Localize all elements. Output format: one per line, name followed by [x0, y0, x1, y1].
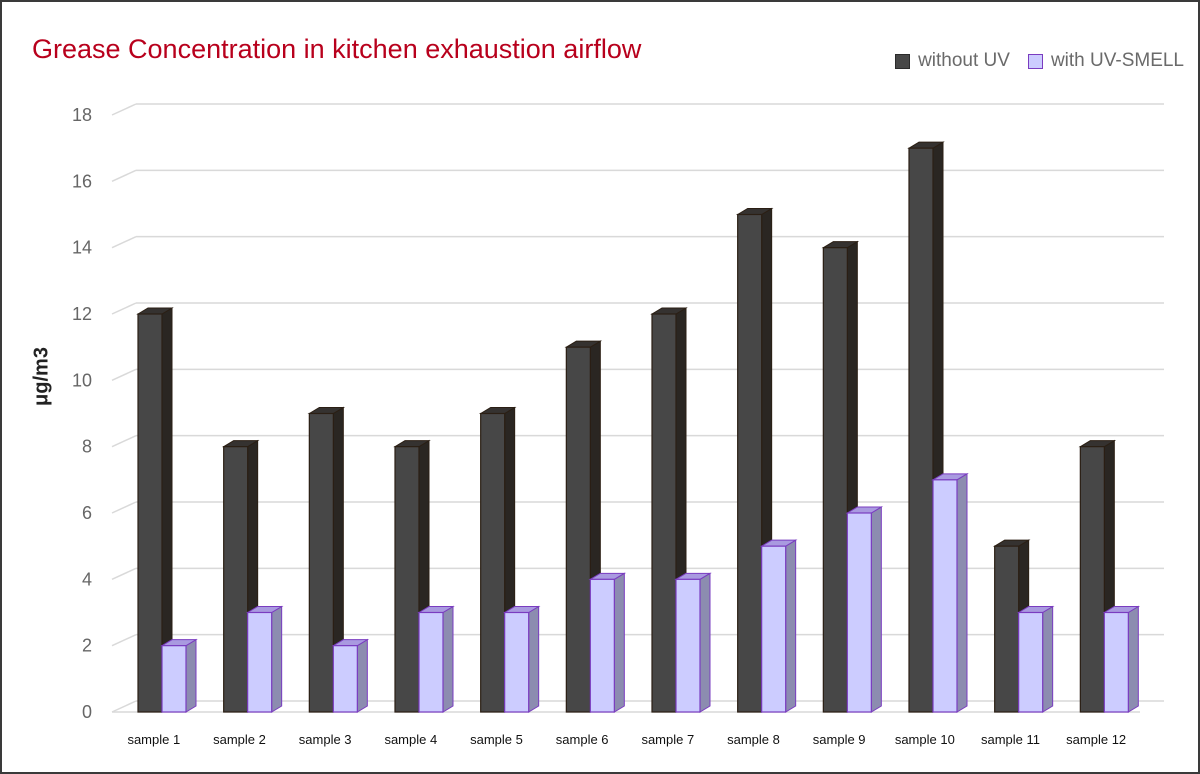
x-tick-label: sample 3 — [299, 732, 352, 747]
bar-with-uv-smell — [1103, 611, 1129, 713]
bar-with-uv-smell — [247, 611, 273, 713]
gridline-depth — [111, 633, 137, 647]
bar-with-uv-smell — [589, 578, 615, 713]
bar-without-uv — [1079, 446, 1105, 713]
y-tick-label: 4 — [82, 569, 92, 589]
bar-side-with-uv-smell — [1042, 605, 1054, 713]
gridline-depth — [111, 434, 137, 448]
bar-side-with-uv-smell — [613, 572, 625, 713]
y-tick-label: 18 — [72, 105, 92, 125]
legend-swatch-without-uv — [895, 53, 911, 69]
x-tick-label: sample 2 — [213, 732, 266, 747]
bar-without-uv — [223, 446, 249, 713]
legend-item-without-uv: without UV — [895, 50, 1010, 72]
bar-without-uv — [908, 147, 934, 713]
bar-side-with-uv-smell — [956, 472, 968, 713]
gridline-depth — [111, 700, 137, 713]
gridline-depth — [111, 567, 137, 581]
bar-with-uv-smell — [161, 645, 187, 713]
x-tick-label: sample 9 — [813, 732, 866, 747]
bar-without-uv — [137, 313, 163, 713]
bar-without-uv — [737, 213, 763, 713]
bar-without-uv — [994, 545, 1020, 713]
y-tick-label: 6 — [82, 503, 92, 523]
bar-without-uv — [565, 346, 591, 713]
x-tick-label: sample 12 — [1066, 732, 1126, 747]
bar-with-uv-smell — [504, 611, 530, 713]
legend-label-without-uv: without UV — [918, 50, 1010, 71]
legend-item-with-uv-smell: with UV-SMELL — [1027, 50, 1184, 72]
y-tick-label: 12 — [72, 304, 92, 324]
legend-label-with-uv-smell: with UV-SMELL — [1050, 50, 1184, 71]
y-tick-label: 16 — [72, 171, 92, 191]
x-tick-label: sample 10 — [895, 732, 955, 747]
bar-without-uv — [651, 313, 677, 713]
bar-side-with-uv-smell — [356, 638, 368, 713]
bar-side-with-uv-smell — [185, 638, 197, 713]
gridline-depth — [111, 103, 137, 116]
x-tick-label: sample 5 — [470, 732, 523, 747]
bar-side-with-uv-smell — [870, 506, 882, 713]
x-tick-label: sample 7 — [641, 732, 694, 747]
gridline-depth — [111, 501, 137, 514]
bar-side-with-uv-smell — [699, 572, 711, 713]
bar-with-uv-smell — [332, 645, 358, 713]
bar-without-uv — [822, 247, 848, 713]
y-tick-label: 2 — [82, 636, 92, 656]
gridline-depth — [111, 368, 137, 382]
y-tick-label: 0 — [82, 702, 92, 722]
bar-with-uv-smell — [1018, 611, 1044, 713]
gridline-depth — [111, 302, 137, 315]
bar-with-uv-smell — [932, 479, 958, 713]
gridline-depth — [111, 169, 137, 183]
bar-side-with-uv-smell — [1127, 605, 1139, 713]
legend-swatch-with-uv-smell — [1027, 53, 1043, 69]
bar-with-uv-smell — [675, 578, 701, 713]
x-tick-label: sample 8 — [727, 732, 780, 747]
bar-without-uv — [480, 412, 506, 713]
bar-with-uv-smell — [761, 545, 787, 713]
chart-legend: without UV with UV-SMELL — [895, 50, 1184, 72]
bar-with-uv-smell — [418, 611, 444, 713]
x-tick-label: sample 11 — [981, 732, 1040, 747]
gridline-depth — [111, 235, 137, 249]
chart-title: Grease Concentration in kitchen exhausti… — [32, 34, 642, 64]
bar-without-uv — [394, 446, 420, 713]
bar-side-with-uv-smell — [785, 539, 797, 713]
bar-side-with-uv-smell — [442, 605, 454, 713]
bar-without-uv — [308, 412, 334, 713]
x-tick-label: sample 6 — [556, 732, 609, 747]
x-tick-label: sample 1 — [127, 732, 180, 747]
bar-side-with-uv-smell — [528, 605, 540, 713]
y-tick-label: 8 — [82, 437, 92, 457]
y-tick-label: 10 — [72, 370, 92, 390]
bar-side-with-uv-smell — [271, 605, 283, 713]
y-tick-label: 14 — [72, 238, 92, 258]
x-tick-label: sample 4 — [384, 732, 437, 747]
bar-with-uv-smell — [846, 512, 872, 713]
